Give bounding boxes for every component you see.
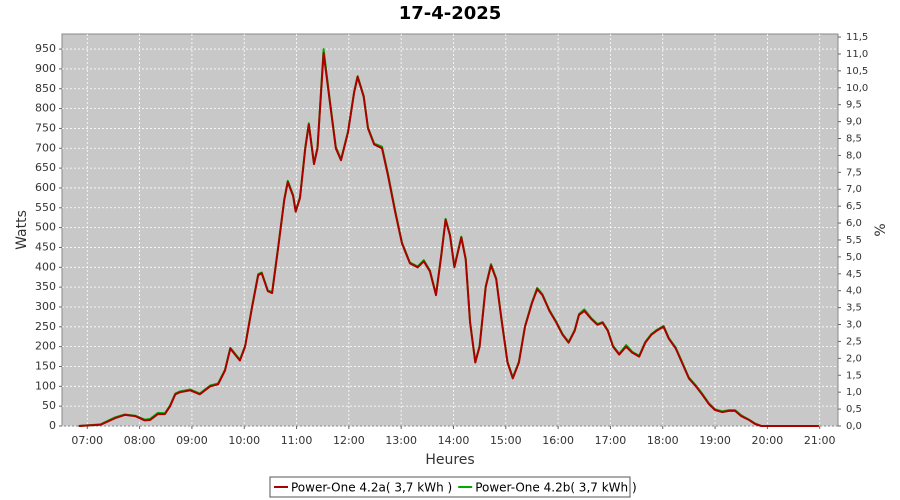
y-tick-label: 200 <box>35 340 56 353</box>
y2-tick-label: 3,0 <box>846 320 862 331</box>
y-tick-label: 300 <box>35 300 56 313</box>
y-tick-label: 350 <box>35 280 56 293</box>
y2-tick-label: 1,5 <box>846 370 862 381</box>
x-tick-label: 07:00 <box>71 434 103 447</box>
legend <box>269 476 631 498</box>
y2-tick-label: 2,5 <box>846 336 862 347</box>
x-tick-label: 17:00 <box>595 434 627 447</box>
y2-tick-label: 0,0 <box>846 421 862 432</box>
x-tick-label: 20:00 <box>752 434 784 447</box>
y-tick-label: 100 <box>35 379 56 392</box>
y2-tick-label: 4,0 <box>846 286 862 297</box>
x-tick-label: 14:00 <box>438 434 470 447</box>
y-axis-label: Watts <box>14 210 30 250</box>
y-tick-label: 250 <box>35 320 56 333</box>
series-line <box>78 52 819 427</box>
y2-tick-label: 9,0 <box>846 117 862 128</box>
x-axis-label: Heures <box>425 452 474 468</box>
x-tick-label: 08:00 <box>124 434 156 447</box>
y-tick-label: 800 <box>35 102 56 115</box>
y2-tick-label: 9,5 <box>846 100 862 111</box>
y-tick-label: 400 <box>35 260 56 273</box>
y2-tick-label: 11,5 <box>846 32 868 43</box>
y2-tick-label: 11,0 <box>846 49 868 60</box>
y2-tick-label: 1,0 <box>846 387 862 398</box>
y-tick-label: 50 <box>42 399 56 412</box>
y2-tick-label: 3,5 <box>846 303 862 314</box>
y-tick-label: 750 <box>35 121 56 134</box>
y2-tick-label: 2,0 <box>846 353 862 364</box>
y-tick-label: 950 <box>35 42 56 55</box>
legend-label: Power-One 4.2a( 3,7 kWh ) <box>291 481 452 495</box>
x-tick-label: 13:00 <box>385 434 417 447</box>
y2-tick-label: 6,5 <box>846 201 862 212</box>
y2-tick-label: 0,5 <box>846 404 862 415</box>
y-tick-label: 900 <box>35 62 56 75</box>
y-tick-label: 650 <box>35 161 56 174</box>
y2-axis-label: % <box>873 223 889 236</box>
x-tick-label: 11:00 <box>281 434 313 447</box>
x-tick-label: 21:00 <box>804 434 836 447</box>
chart-title: 17-4-2025 <box>399 3 502 24</box>
y2-tick-label: 5,0 <box>846 252 862 263</box>
y2-tick-label: 6,0 <box>846 218 862 229</box>
y-tick-label: 450 <box>35 240 56 253</box>
y-tick-label: 150 <box>35 359 56 372</box>
y-tick-label: 600 <box>35 181 56 194</box>
y-tick-label: 500 <box>35 221 56 234</box>
x-tick-label: 19:00 <box>699 434 731 447</box>
x-tick-label: 16:00 <box>542 434 574 447</box>
x-tick-label: 15:00 <box>490 434 522 447</box>
y2-tick-label: 7,0 <box>846 184 862 195</box>
y2-tick-label: 4,5 <box>846 269 862 280</box>
y-tick-label: 850 <box>35 82 56 95</box>
y2-tick-label: 5,5 <box>846 235 862 246</box>
y-tick-label: 0 <box>49 419 56 432</box>
y-tick-label: 550 <box>35 201 56 214</box>
y2-tick-label: 8,5 <box>846 134 862 145</box>
plot-area <box>61 33 839 427</box>
y-tick-label: 700 <box>35 141 56 154</box>
x-tick-label: 09:00 <box>176 434 208 447</box>
legend-label: Power-One 4.2b( 3,7 kWh ) <box>475 481 636 495</box>
y2-tick-label: 7,5 <box>846 167 862 178</box>
x-tick-label: 10:00 <box>228 434 260 447</box>
y2-tick-label: 10,0 <box>846 83 868 94</box>
y2-tick-label: 8,0 <box>846 150 862 161</box>
y2-tick-label: 10,5 <box>846 66 868 77</box>
x-tick-label: 12:00 <box>333 434 365 447</box>
x-tick-label: 18:00 <box>647 434 679 447</box>
